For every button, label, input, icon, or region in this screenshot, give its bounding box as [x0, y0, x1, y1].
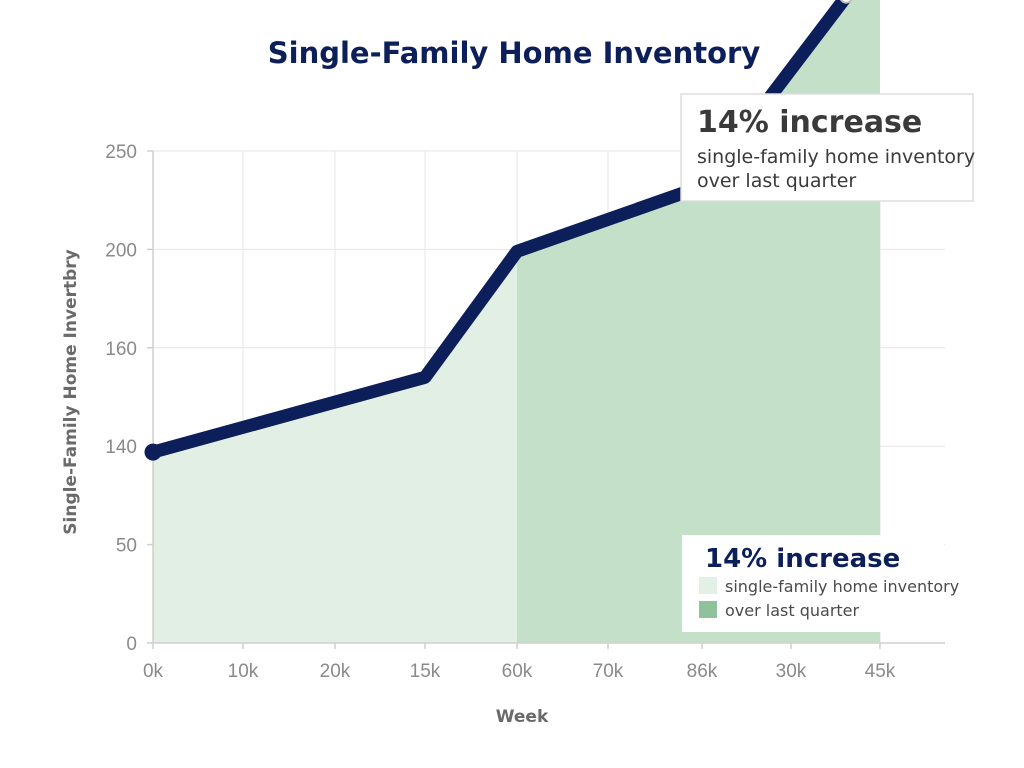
series-markers — [144, 0, 853, 461]
legend: 14% increase single-family home inventor… — [682, 535, 959, 632]
y-tick-label: 140 — [105, 437, 137, 458]
legend-item-1: single-family home inventory — [725, 577, 959, 596]
annotation-line-2: over last quarter — [697, 170, 856, 192]
y-tick-label: 250 — [105, 142, 137, 163]
axes — [147, 150, 945, 649]
y-tick-label: 0 — [126, 634, 137, 655]
annotation-callout: 14% increase single-family home inventor… — [680, 93, 975, 202]
chart-title: Single-Family Home Inventory — [268, 36, 761, 70]
annotation-headline: 14% increase — [697, 105, 922, 140]
annotation-box — [680, 93, 974, 202]
x-tick-label: 20k — [320, 661, 351, 682]
x-axis-label: Week — [496, 707, 549, 727]
start-point-marker — [144, 443, 162, 461]
x-tick-label: 70k — [593, 661, 624, 682]
legend-headline: 14% increase — [705, 544, 900, 574]
x-tick-label: 15k — [410, 661, 441, 682]
x-tick-label: 0k — [143, 661, 164, 682]
y-tick-label: 200 — [105, 240, 137, 261]
legend-swatch-light — [699, 577, 717, 594]
x-tick-label: 10k — [228, 661, 259, 682]
highlight-point-marker — [839, 0, 853, 4]
y-axis-ticks: 0 50 140 160 200 250 — [105, 142, 137, 655]
annotation-line-1: single-family home inventory — [697, 146, 975, 168]
legend-swatch-dark — [699, 601, 717, 618]
x-tick-label: 30k — [776, 661, 807, 682]
x-tick-label: 60k — [502, 661, 533, 682]
x-tick-label: 45k — [865, 661, 896, 682]
y-tick-label: 160 — [105, 339, 137, 360]
x-axis-ticks: 0k 10k 20k 15k 60k 70k 86k 30k 45k — [143, 661, 896, 682]
y-tick-label: 50 — [116, 536, 137, 557]
legend-box — [682, 535, 944, 632]
legend-item-2: over last quarter — [725, 601, 860, 620]
x-tick-label: 86k — [687, 661, 718, 682]
y-axis-label: Single-Family Home Invertbry — [61, 249, 81, 534]
